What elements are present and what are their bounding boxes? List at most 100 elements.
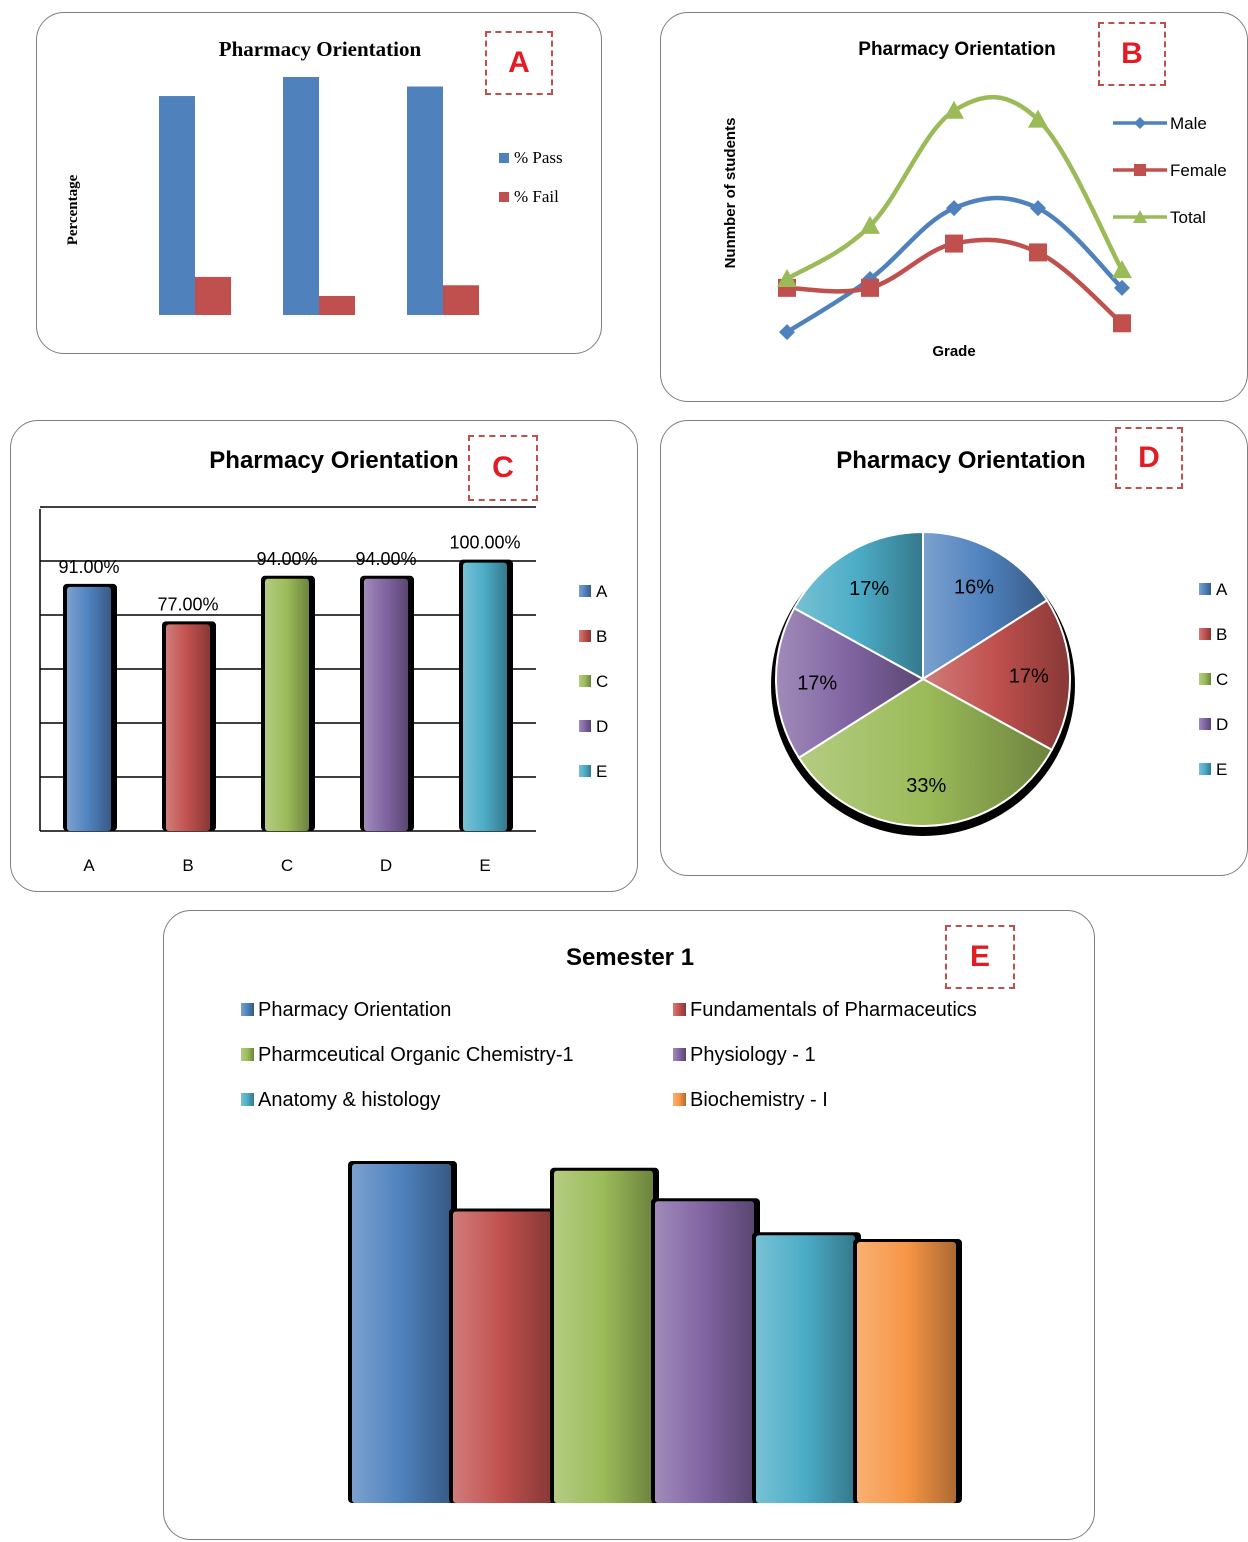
- marker-male: [779, 324, 795, 341]
- legend-label: A: [596, 582, 608, 601]
- chart-title: Pharmacy Orientation: [219, 37, 422, 61]
- bar-e: [463, 562, 507, 831]
- legend-swatch: [673, 1093, 686, 1106]
- bar-b: [166, 624, 210, 831]
- data-label: 17%: [797, 672, 837, 694]
- data-label: 94.00%: [355, 549, 416, 569]
- data-label: 91.00%: [58, 557, 119, 577]
- bar-pass: [407, 86, 443, 316]
- legend-label: B: [596, 627, 607, 646]
- bar-5: [756, 1235, 855, 1503]
- legend-swatch: [579, 675, 591, 687]
- y-axis-label: Percentage: [65, 174, 81, 245]
- legend-label: Anatomy & histology: [258, 1089, 440, 1111]
- marker-female: [1113, 314, 1131, 333]
- legend-label: Total: [1170, 208, 1206, 227]
- chart-b: Pharmacy Orientation Nunmber of students G…: [722, 39, 1227, 360]
- bar-4: [655, 1201, 754, 1503]
- bar-a: [67, 586, 111, 831]
- legend-label: A: [1216, 580, 1228, 599]
- legend-swatch: [1199, 718, 1211, 730]
- legend-label: C: [1216, 670, 1228, 689]
- bar-fail: [443, 285, 479, 315]
- legend-label: D: [596, 717, 608, 736]
- bar-pass: [283, 77, 319, 315]
- marker-female: [945, 234, 963, 253]
- chart-e: Semester 1 Pharmacy Orientation Fundamenta…: [241, 944, 977, 1503]
- chart-title: Pharmacy Orientation: [209, 447, 458, 474]
- bar-fail: [195, 276, 231, 315]
- pie-slice-e: [792, 530, 924, 681]
- bar-pass: [159, 96, 195, 315]
- legend-swatch: [1199, 583, 1211, 595]
- legend-swatch: [579, 720, 591, 732]
- marker-total: [944, 100, 964, 119]
- panel-a: Pharmacy Orientation Percentage % Pass % Fa…: [36, 12, 602, 354]
- legend-label: % Fail: [514, 187, 559, 206]
- panel-tag-d: D: [1115, 427, 1183, 489]
- marker-total: [1112, 260, 1132, 279]
- x-axis-label: Grade: [932, 343, 975, 360]
- legend-swatch: [499, 153, 509, 163]
- chart-c: Pharmacy Orientation 91.00% A 77.00% B 94.00%…: [39, 447, 608, 875]
- pie-slice-b: [921, 598, 1071, 752]
- panel-e: Semester 1 Pharmacy Orientation Fundamenta…: [163, 910, 1095, 1540]
- panel-tag-a: A: [485, 31, 553, 95]
- panel-b: Pharmacy Orientation Nunmber of students G…: [660, 12, 1248, 402]
- legend-label: % Pass: [514, 148, 563, 167]
- pie-slice-a: [922, 530, 1049, 681]
- legend-label: D: [1216, 715, 1228, 734]
- marker-total: [1028, 109, 1048, 128]
- bar-fail: [319, 295, 355, 315]
- legend-label: Physiology - 1: [690, 1044, 816, 1066]
- legend-marker: [1133, 210, 1147, 223]
- marker-male: [1114, 279, 1130, 296]
- legend-swatch: [579, 765, 591, 777]
- x-tick-label: C: [281, 856, 293, 875]
- x-tick-label: B: [182, 856, 193, 875]
- x-tick-label: A: [83, 856, 95, 875]
- panel-d: Pharmacy Orientation 16% 17% 33% 17% 17% A B C D E…: [660, 420, 1248, 876]
- legend-swatch: [673, 1003, 686, 1016]
- legend-swatch: [499, 192, 509, 202]
- panel-tag-e: E: [945, 925, 1015, 989]
- legend-label: E: [1216, 760, 1227, 779]
- data-label: 16%: [954, 576, 994, 598]
- chart-d: Pharmacy Orientation 16% 17% 33% 17% 17% A B C D E: [771, 447, 1228, 836]
- legend-swatch: [579, 585, 591, 597]
- panel-c: Pharmacy Orientation 91.00% A 77.00% B 94.00%…: [10, 420, 638, 892]
- data-label: 94.00%: [256, 549, 317, 569]
- bar-d: [364, 578, 408, 831]
- legend-marker: [1134, 164, 1146, 176]
- legend-swatch: [579, 630, 591, 642]
- data-label: 33%: [906, 775, 946, 797]
- y-axis-label: Nunmber of students: [722, 118, 739, 269]
- bar-1: [352, 1164, 451, 1503]
- pie-slice-d: [775, 606, 925, 760]
- bar-c: [265, 578, 309, 831]
- x-tick-label: D: [380, 856, 392, 875]
- marker-female: [1029, 243, 1047, 262]
- legend-label: E: [596, 762, 607, 781]
- legend-swatch: [673, 1048, 686, 1061]
- bar-6: [857, 1241, 956, 1503]
- marker-female: [861, 278, 879, 297]
- data-label: 100.00%: [449, 533, 520, 553]
- marker-male: [1030, 200, 1046, 217]
- legend-label: Pharmacy Orientation: [258, 999, 451, 1021]
- chart-title: Pharmacy Orientation: [858, 39, 1055, 60]
- legend-swatch: [1199, 673, 1211, 685]
- bar-2: [453, 1211, 552, 1503]
- panel-tag-c: C: [468, 435, 538, 501]
- chart-title: Pharmacy Orientation: [836, 447, 1085, 474]
- panel-tag-b: B: [1098, 22, 1166, 86]
- legend-swatch: [241, 1003, 254, 1016]
- legend-label: Fundamentals of Pharmaceutics: [690, 999, 977, 1021]
- series-line-male: [785, 195, 1124, 335]
- marker-total: [777, 269, 797, 287]
- bar-3: [554, 1170, 653, 1503]
- legend-swatch: [241, 1048, 254, 1061]
- chart-title: Semester 1: [566, 944, 694, 971]
- x-tick-label: E: [479, 856, 490, 875]
- legend-swatch: [1199, 628, 1211, 640]
